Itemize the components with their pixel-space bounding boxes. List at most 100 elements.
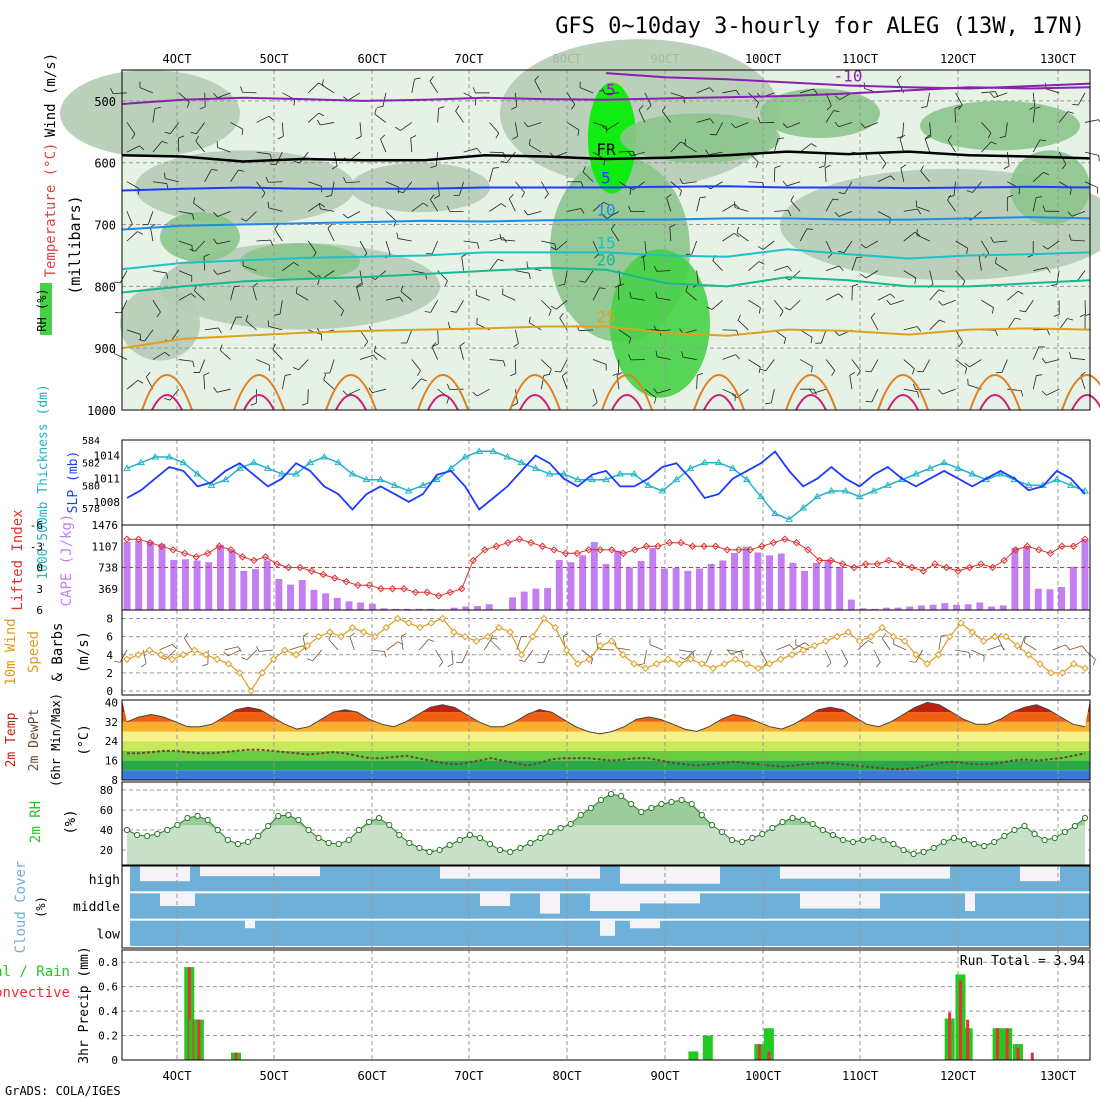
wind-barb-flag [192,197,196,204]
wind-barb [1084,181,1098,188]
wind-barb [126,181,140,189]
wind-barb-flag [765,402,772,405]
wind-barb-flag [964,362,970,368]
li-point [411,588,420,596]
wind-barb-flag [826,662,832,668]
wind-speed-point [393,614,402,623]
cape-bar [754,552,762,610]
wind-barb [1005,122,1008,137]
wind-barb [230,122,244,130]
cloud-clear [160,893,195,906]
wind-barb [346,181,361,184]
wind-barb-flag [240,86,243,93]
rh-region [588,82,636,194]
thickness-point [799,504,808,511]
wind-barb [748,181,763,183]
wind-barb-flag [472,87,476,94]
y-tick-label: 16 [105,755,118,768]
rh-point [456,836,463,844]
wind-barb [616,375,620,390]
wind-barb [411,378,422,390]
wind-barb [224,646,239,651]
wind-barb-flag [920,106,928,109]
wind-barb [308,181,322,187]
wind-barb-flag [492,167,500,169]
wind-barb [275,151,283,165]
wind-barb [942,388,956,395]
rh-point [718,828,726,836]
wind-barb [437,108,439,123]
wind-barb [579,87,594,94]
thickness-point [433,475,441,483]
y-tick-label: 6 [106,631,113,644]
wind-barb-flag [189,248,196,252]
wind-speed-point [743,660,751,668]
wind-barb [903,270,916,279]
rh-point [759,830,766,838]
wind-barb [152,300,161,313]
rh-point [416,844,423,852]
wind-barb [246,211,257,222]
thickness-point [940,458,949,466]
axis-label: Lifted Index [10,509,26,610]
li-point [561,549,570,558]
temp2m-panel: 8 16 24 32 40 2m Temp 2m DewPt (6hr Min/Max) (°C… [4,693,1091,787]
wind-barb [656,270,671,272]
wind-barb [246,649,258,661]
wind-barb-flag [940,634,947,637]
temp-band [122,731,1090,742]
wind-barb-flag [1065,644,1070,650]
wind-barb-flag [890,293,896,299]
wind-barb [203,256,206,271]
rh-point [204,816,211,824]
thickness-point [700,458,709,466]
wind-barb-flag [523,209,529,216]
rh-point [547,828,554,836]
wind-barb [489,203,502,212]
wind-barb [584,270,594,283]
wind-barb-flag [917,326,922,332]
wind-barb [638,109,646,123]
wind-barb [838,122,853,128]
x-tick-label: 13OCT [1040,1069,1076,1083]
wind-speed-point [596,641,605,650]
li-point [919,567,928,575]
rh-point [1021,822,1028,830]
wind-barb-flag [947,194,952,201]
wind-barb [463,240,478,244]
rh-point [154,830,161,838]
wind-barb-flag [653,265,658,272]
wind-barb-flag [561,371,568,377]
rh-point [749,834,756,842]
wind-barb [307,240,317,253]
y-tick-label: 8 [106,613,113,626]
cape-bar [450,607,458,610]
isotherm-30 [785,374,837,411]
wind-barb-flag [638,663,645,666]
wind-barb [430,199,439,212]
y-tick-label: 738 [98,562,118,575]
cloud-clear [200,866,320,877]
wind-barb-flag [1007,194,1014,198]
wind-barb [374,113,387,123]
li-point [1046,549,1055,558]
wind-barb-flag [783,337,787,345]
y-tick-label: 900 [94,342,116,356]
cape-bar [263,560,271,610]
isotherm-25 [121,325,1091,350]
cloud-clear [620,866,720,884]
wind-barb-flag [735,354,740,360]
wind-barb-flag [554,244,557,251]
wind-barb [708,151,723,156]
wind-speed-point [382,623,390,632]
wind-barb-flag [428,639,435,642]
wind-barb [289,645,303,651]
wind-barb-flag [472,391,478,397]
wind-barb [170,122,180,134]
wind-barb-flag [914,277,917,284]
wind-barb-flag [826,105,832,111]
wind-barb-flag [679,656,686,660]
wind-barb [113,92,128,95]
wind-barb-flag [166,272,169,280]
wind-barb-flag [757,246,764,250]
